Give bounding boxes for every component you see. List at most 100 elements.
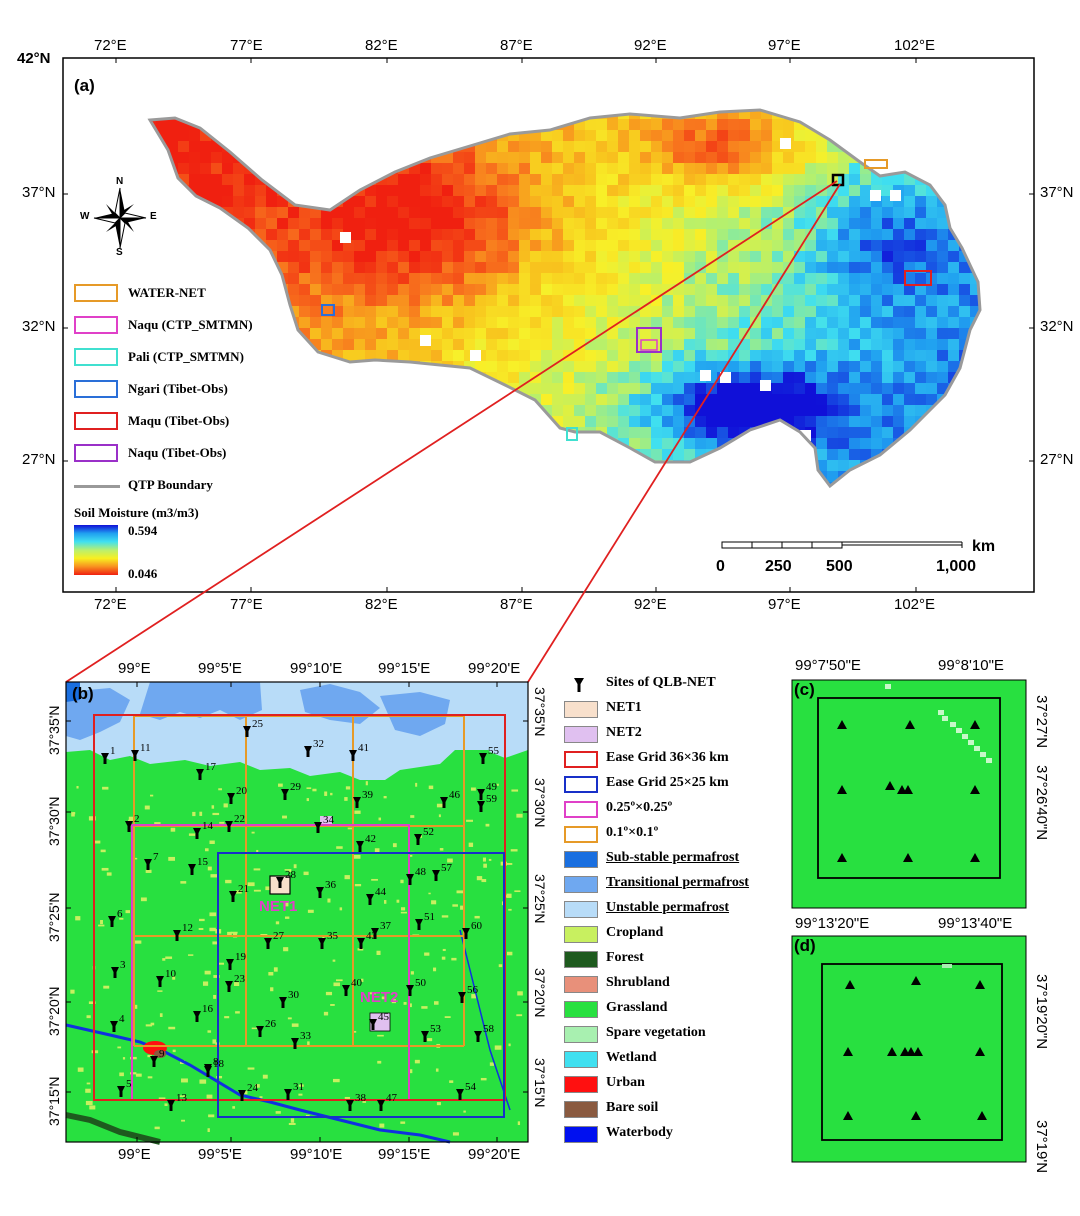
legend-b-label-0: Sites of QLB-NET <box>606 675 716 690</box>
site-marker-29: 29 <box>281 781 302 800</box>
legend-b-label-7: Sub-stable permafrost <box>606 850 740 865</box>
site-marker-53: 53 <box>421 1023 442 1042</box>
c-top-lon-1: 99°8'10"E <box>938 657 1004 674</box>
a-right-lat-0: 37°N <box>1040 184 1074 201</box>
site-label-48: 48 <box>415 866 427 878</box>
panel-b: 1 2 3 4 5 6 7 8 9 10 11 12 13 14 15 16 17 18 19 20 21 22 23 24 2… <box>0 640 560 1200</box>
legend-a-label-2: Pali (CTP_SMTMN) <box>128 349 244 364</box>
legend-b-label-15: Wetland <box>606 1050 657 1065</box>
site-marker-46: 46 <box>440 789 461 808</box>
b-top-lon-3: 99°15'E <box>378 660 431 677</box>
colorbar-title: Soil Moisture (m3/m3) <box>74 505 199 520</box>
site-marker-56: 56 <box>458 984 479 1003</box>
panel-c-map <box>791 679 1027 909</box>
compass-e: E <box>150 211 157 222</box>
c-pixel-3 <box>950 722 956 727</box>
site-label-15: 15 <box>197 856 209 868</box>
b-left-lat-1: 37°30'N <box>46 796 62 846</box>
site-label-55: 55 <box>488 745 500 757</box>
legend-b-swatch-14 <box>564 1026 598 1043</box>
site-marker-25: 25 <box>243 718 264 737</box>
site-marker-58: 58 <box>474 1023 495 1042</box>
d-top-lon-1: 99°13'40"E <box>938 915 1013 932</box>
d-right-lat-1: 37°19'N <box>1033 1120 1050 1174</box>
site-marker-54: 54 <box>456 1081 477 1100</box>
c-site-1 <box>905 720 915 729</box>
site-label-17: 17 <box>205 761 217 773</box>
panel-b-legend: Sites of QLB-NET NET1 NET2 Ease Grid 36×36 … <box>562 675 792 1156</box>
legend-b-swatch-2 <box>564 726 598 743</box>
site-marker-59: 59 <box>477 793 498 812</box>
legend-a-swatch-3 <box>74 380 118 398</box>
site-label-37: 37 <box>380 920 392 932</box>
b-right-lat-3: 37°20'N <box>532 968 548 1018</box>
site-marker-13: 13 <box>167 1092 188 1111</box>
d-site-1 <box>911 976 921 985</box>
site-marker-32: 32 <box>304 738 324 757</box>
legend-b-label-9: Unstable permafrost <box>606 900 730 915</box>
a-top-lon-0: 72°E <box>94 37 127 54</box>
a-right-lat-1: 32°N <box>1040 318 1074 335</box>
site-label-26: 26 <box>265 1018 277 1030</box>
a-bottom-lon-1: 77°E <box>230 596 263 613</box>
a-top-lon-4: 92°E <box>634 37 667 54</box>
scale-tick-0: 0 <box>716 558 725 575</box>
legend-b-swatch-10 <box>564 926 598 943</box>
b-top-lon-1: 99°5'E <box>198 660 242 677</box>
legend-b-swatch-3 <box>564 751 598 768</box>
legend-a-swatch-4 <box>74 412 118 430</box>
site-marker-43: 43 <box>357 930 378 949</box>
panel-b-map: 1234567891011121314151617181920212223242… <box>65 681 529 1145</box>
b-left-lat-2: 37°25'N <box>46 892 62 942</box>
site-marker-47: 47 <box>377 1092 398 1111</box>
legend-b-label-11: Forest <box>606 950 644 965</box>
a-right-lat-2: 27°N <box>1040 451 1074 468</box>
b-bottom-lon-0: 99°E <box>118 1146 151 1163</box>
site-label-19: 19 <box>235 951 247 963</box>
site-label-40: 40 <box>351 977 363 989</box>
c-site-0 <box>837 720 847 729</box>
site-marker-42: 42 <box>356 833 376 852</box>
legend-a-label-5: Naqu (Tibet-Obs) <box>128 445 227 460</box>
legend-b-label-4: Ease Grid 25×25 km <box>606 775 729 790</box>
panel-a-label: (a) <box>74 76 95 95</box>
legend-b-label-18: Waterbody <box>606 1125 673 1140</box>
legend-a-label-4: Maqu (Tibet-Obs) <box>128 413 230 428</box>
scale-tick-2: 500 <box>826 558 853 575</box>
site-marker-26: 26 <box>256 1018 277 1037</box>
site-marker-31: 31 <box>284 1081 304 1100</box>
b-left-lat-3: 37°20'N <box>46 986 62 1036</box>
site-label-49: 49 <box>486 781 498 793</box>
d-site-8 <box>975 1047 985 1056</box>
site-label-16: 16 <box>202 1003 214 1015</box>
c-pixel-2 <box>942 716 948 721</box>
legend-b-label-16: Urban <box>606 1075 645 1090</box>
site-label-46: 46 <box>449 789 461 801</box>
a-top-lon-5: 97°E <box>768 37 801 54</box>
site-label-23: 23 <box>234 973 246 985</box>
a-left-lat-0: 42°N <box>17 50 51 67</box>
site-label-38: 38 <box>355 1092 367 1104</box>
c-site-8 <box>837 853 847 862</box>
site-marker-37: 37 <box>371 920 392 939</box>
b-bottom-lon-2: 99°10'E <box>290 1146 343 1163</box>
a-top-lon-3: 87°E <box>500 37 533 54</box>
c-site-9 <box>903 853 913 862</box>
legend-b-label-1: NET1 <box>606 700 642 715</box>
b-right-lat-1: 37°30'N <box>532 778 548 828</box>
d-site-9 <box>843 1111 853 1120</box>
a-top-lon-6: 102°E <box>894 37 936 54</box>
compass-w: W <box>80 211 90 222</box>
site-marker-36: 36 <box>316 879 337 898</box>
a-top-lon-2: 82°E <box>365 37 398 54</box>
legend-a-swatch-5 <box>74 444 118 462</box>
site-label-27: 27 <box>273 930 285 942</box>
legend-b-swatch-17 <box>564 1101 598 1118</box>
site-label-41: 41 <box>358 742 369 754</box>
site-label-53: 53 <box>430 1023 442 1035</box>
b-right-lat-2: 37°25'N <box>532 874 548 924</box>
site-marker-44: 44 <box>366 886 387 905</box>
legend-a-swatch-1 <box>74 316 118 334</box>
site-marker-34: 34 <box>314 814 335 833</box>
scale-tick-1: 250 <box>765 558 792 575</box>
